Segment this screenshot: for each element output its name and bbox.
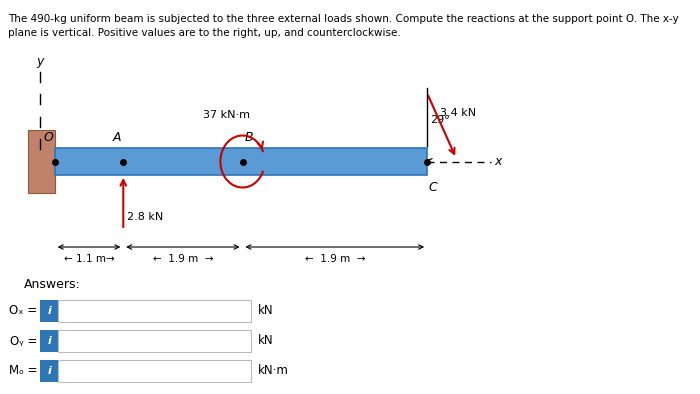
- Text: Oᵧ =: Oᵧ =: [10, 335, 37, 348]
- Bar: [58, 330, 251, 352]
- Text: C: C: [428, 181, 438, 194]
- Text: ← 1.1 m→: ← 1.1 m→: [64, 254, 114, 264]
- Text: O: O: [43, 131, 53, 144]
- Text: The 490-kg uniform beam is subjected to the three external loads shown. Compute : The 490-kg uniform beam is subjected to …: [8, 14, 679, 24]
- Text: A: A: [113, 131, 122, 144]
- Text: kN: kN: [258, 305, 274, 318]
- Text: kN: kN: [258, 335, 274, 348]
- Text: 2.8 kN: 2.8 kN: [127, 212, 164, 222]
- Text: 3.4 kN: 3.4 kN: [440, 108, 476, 118]
- Text: Mₒ =: Mₒ =: [8, 364, 37, 377]
- Text: x: x: [495, 155, 502, 168]
- Text: ←  1.9 m  →: ← 1.9 m →: [304, 254, 365, 264]
- Text: kN·m: kN·m: [258, 364, 288, 377]
- Text: y: y: [36, 55, 44, 68]
- Text: Answers:: Answers:: [25, 278, 81, 291]
- Text: B: B: [245, 131, 253, 144]
- Text: 37 kN·m: 37 kN·m: [203, 110, 250, 120]
- Text: plane is vertical. Positive values are to the right, up, and counterclockwise.: plane is vertical. Positive values are t…: [8, 28, 401, 38]
- Text: ←  1.9 m  →: ← 1.9 m →: [153, 254, 213, 264]
- Text: i: i: [47, 306, 51, 316]
- Bar: [41, 300, 58, 322]
- Bar: [55, 148, 427, 175]
- Text: i: i: [47, 366, 51, 376]
- Text: 29°: 29°: [430, 115, 450, 125]
- Text: Oₓ =: Oₓ =: [9, 305, 37, 318]
- Bar: [58, 300, 251, 322]
- Bar: [58, 360, 251, 382]
- Bar: [28, 130, 55, 193]
- Text: i: i: [47, 336, 51, 346]
- Bar: [41, 360, 58, 382]
- Bar: [41, 330, 58, 352]
